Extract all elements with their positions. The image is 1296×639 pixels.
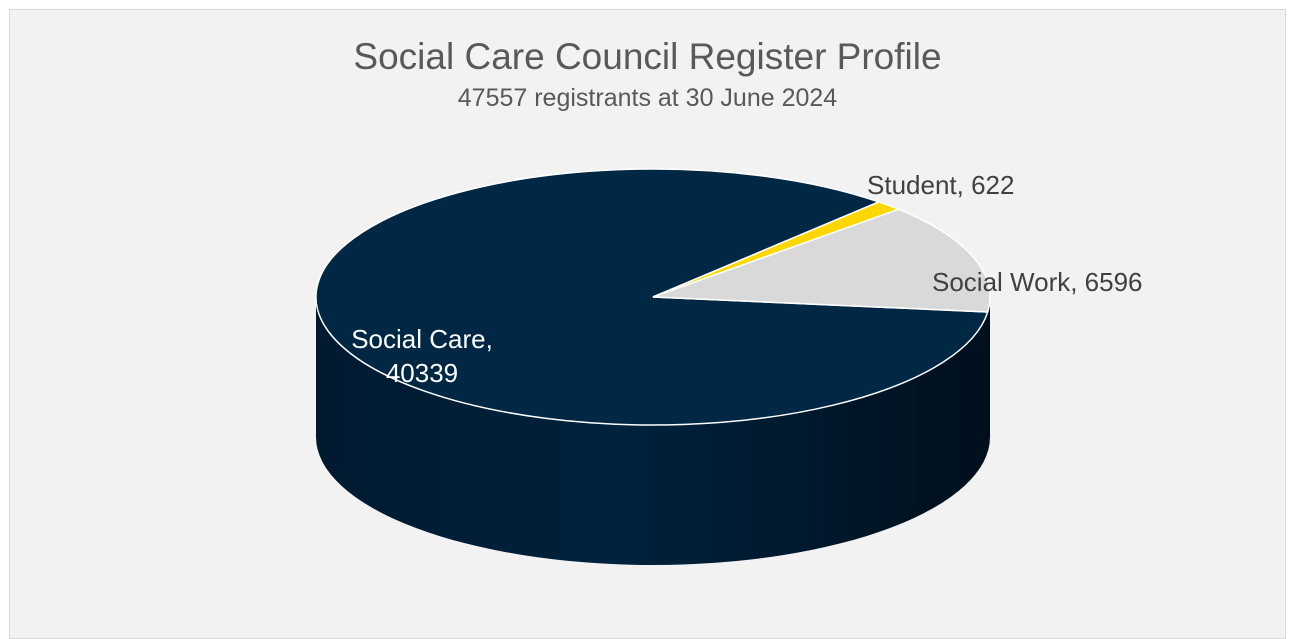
pie-side-surface xyxy=(316,297,990,565)
pie-side-wall xyxy=(316,297,990,565)
data-label-student: Student, 622 xyxy=(867,170,1014,200)
pie-labels: Social Care, 40339 Student, 622 Social Work… xyxy=(351,170,1142,388)
pie-slices xyxy=(315,168,991,426)
data-label-social-work: Social Work, 6596 xyxy=(932,267,1143,297)
data-label-social-care: Social Care, 40339 xyxy=(351,324,493,388)
pie-slice-social-care xyxy=(315,168,989,426)
pie-slice-social-work xyxy=(652,208,991,313)
chart-subtitle: 47557 registrants at 30 June 2024 xyxy=(457,84,838,112)
chart-title: Social Care Council Register Profile xyxy=(353,36,942,77)
